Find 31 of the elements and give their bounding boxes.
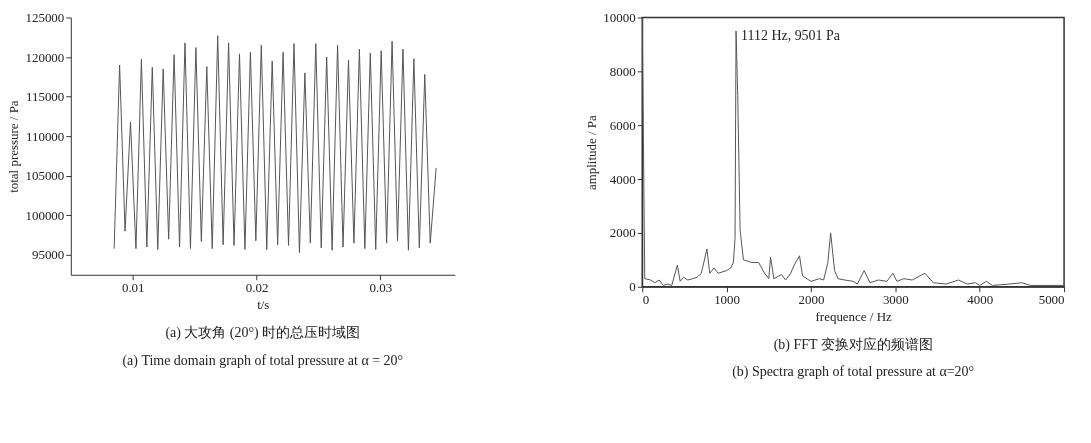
y-tick-label: 4000 <box>609 171 636 187</box>
x-tick-label: 4000 <box>967 292 994 308</box>
x-tick-label: 0.01 <box>121 280 145 296</box>
x-tick-label: 5000 <box>1038 292 1065 308</box>
y-tick-label: 115000 <box>25 89 65 105</box>
y-tick-label: 8000 <box>609 63 636 79</box>
text: (b) FFT 变换对应的频谱图 <box>773 336 933 353</box>
annotation: 1112 Hz, 9501 Pa <box>741 27 840 43</box>
x-tick-label: 3000 <box>882 292 909 308</box>
y-axis-title: amplitude / Pa <box>584 114 600 191</box>
y-tick-label: 120000 <box>25 49 65 65</box>
y-tick-label: 100000 <box>25 207 65 223</box>
y-tick-label: 6000 <box>609 117 636 133</box>
text: (a) Time domain graph of total pressure at α = 20° <box>122 352 404 369</box>
y-tick-label: 95000 <box>31 247 65 263</box>
text: (a) 大攻角 (20°) 时的总压时域图 <box>165 324 361 341</box>
x-tick-label: 0.02 <box>245 280 269 296</box>
y-tick-label: 105000 <box>25 168 65 184</box>
x-axis-title: t/s <box>257 297 270 313</box>
x-axis-title: frequence / Hz <box>815 309 893 325</box>
line-series <box>113 35 437 254</box>
x-tick-label: 2000 <box>798 292 825 308</box>
x-tick-label: 1000 <box>714 292 741 308</box>
y-axis-title: total pressure / Pa <box>6 100 22 193</box>
y-tick-label: 125000 <box>25 9 65 25</box>
y-tick-label: 110000 <box>25 128 65 144</box>
x-tick-label: 0.03 <box>369 280 393 296</box>
y-tick-label: 2000 <box>609 225 636 241</box>
y-tick-label: 10000 <box>603 9 636 25</box>
text: (b) Spectra graph of total pressure at α=20° <box>732 364 975 381</box>
x-tick-label: 0 <box>642 292 650 308</box>
